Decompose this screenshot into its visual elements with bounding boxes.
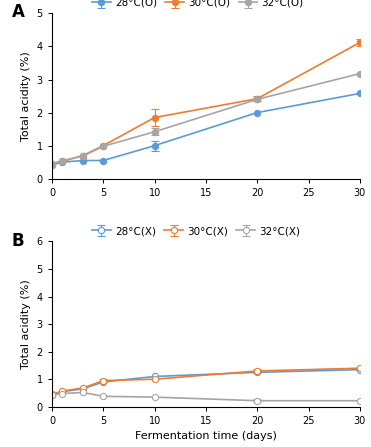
Text: B: B <box>12 232 24 249</box>
Y-axis label: Total acidity (%): Total acidity (%) <box>21 279 31 369</box>
Legend: 28°C(O), 30°C(O), 32°C(O): 28°C(O), 30°C(O), 32°C(O) <box>88 0 308 12</box>
Text: A: A <box>12 4 25 21</box>
Y-axis label: Total acidity (%): Total acidity (%) <box>21 51 31 141</box>
Legend: 28°C(X), 30°C(X), 32°C(X): 28°C(X), 30°C(X), 32°C(X) <box>88 222 305 240</box>
X-axis label: Fermentation time (days): Fermentation time (days) <box>135 431 277 441</box>
